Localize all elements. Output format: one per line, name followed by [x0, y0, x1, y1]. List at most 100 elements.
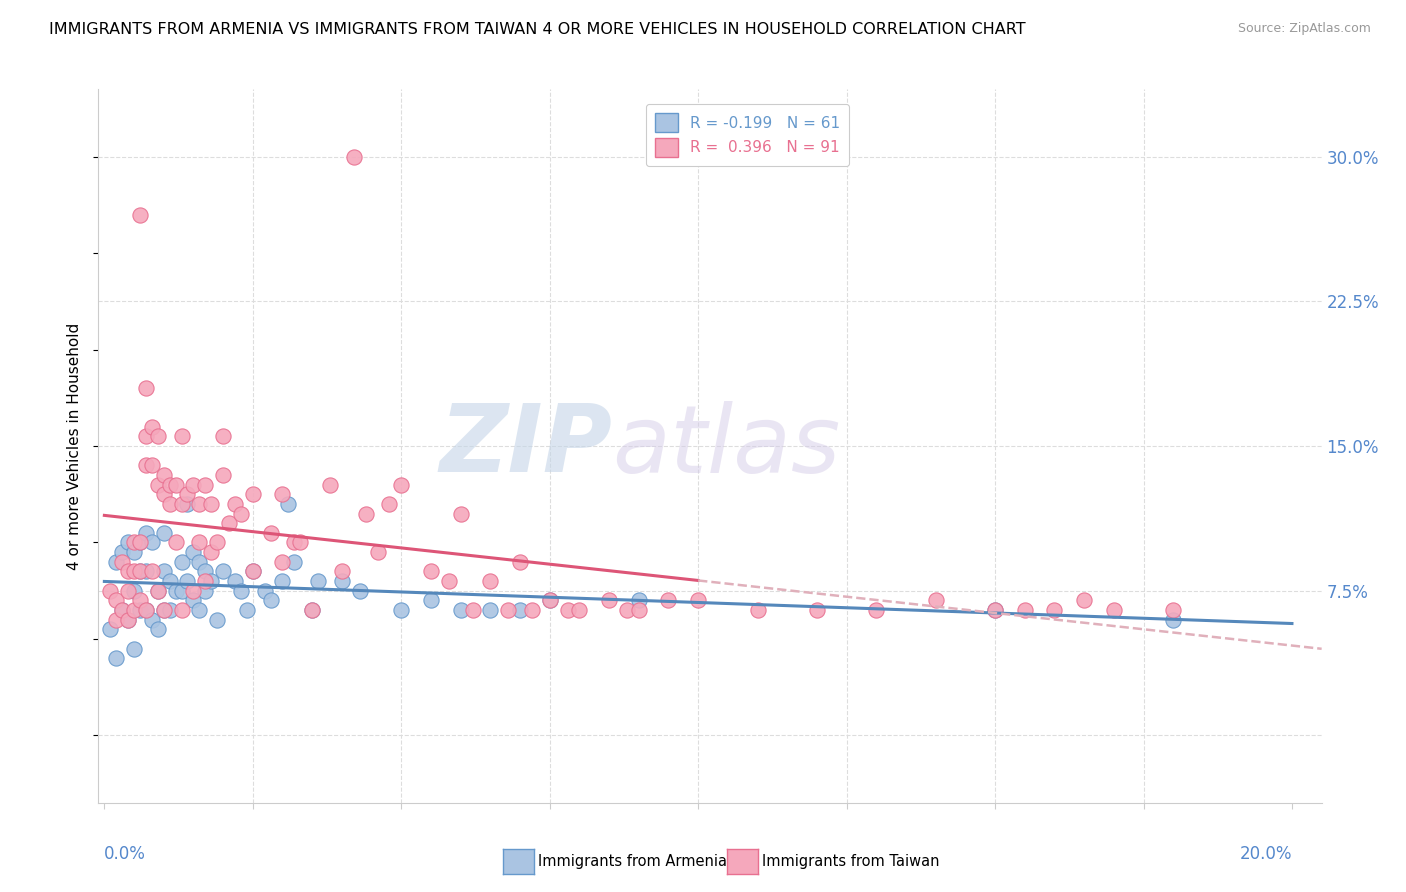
Point	[135, 603, 157, 617]
Text: 0.0%: 0.0%	[104, 846, 146, 863]
Point	[242, 565, 264, 579]
Point	[984, 603, 1007, 617]
Point	[865, 603, 887, 617]
Point	[224, 574, 246, 588]
Point	[212, 565, 235, 579]
Point	[98, 583, 121, 598]
Point	[152, 603, 174, 617]
Point	[437, 574, 460, 588]
Point	[236, 603, 259, 617]
Point	[105, 555, 128, 569]
Text: IMMIGRANTS FROM ARMENIA VS IMMIGRANTS FROM TAIWAN 4 OR MORE VEHICLES IN HOUSEHOL: IMMIGRANTS FROM ARMENIA VS IMMIGRANTS FR…	[49, 22, 1026, 37]
Text: Immigrants from Armenia: Immigrants from Armenia	[538, 855, 727, 869]
Point	[479, 603, 502, 617]
Point	[461, 603, 484, 617]
Point	[301, 603, 323, 617]
Point	[1043, 603, 1066, 617]
Point	[117, 535, 139, 549]
Point	[389, 603, 412, 617]
Point	[152, 565, 174, 579]
Point	[212, 429, 235, 443]
Point	[176, 497, 198, 511]
Point	[183, 545, 205, 559]
Point	[105, 593, 128, 607]
Point	[111, 545, 134, 559]
Point	[146, 429, 169, 443]
Point	[135, 525, 157, 540]
Point	[420, 593, 443, 607]
Point	[520, 603, 543, 617]
Text: atlas: atlas	[612, 401, 841, 491]
Point	[538, 593, 561, 607]
Point	[111, 555, 134, 569]
Point	[378, 497, 401, 511]
Point	[170, 603, 193, 617]
Point	[129, 565, 152, 579]
Point	[205, 535, 228, 549]
Point	[224, 497, 246, 511]
Point	[122, 603, 145, 617]
Point	[301, 603, 323, 617]
Point	[354, 507, 377, 521]
Point	[806, 603, 828, 617]
Point	[170, 583, 193, 598]
Point	[122, 641, 145, 656]
Point	[129, 535, 152, 549]
Point	[319, 477, 342, 491]
Point	[330, 565, 353, 579]
Point	[568, 603, 591, 617]
Point	[283, 555, 305, 569]
Point	[509, 603, 531, 617]
Point	[105, 613, 128, 627]
Point	[242, 565, 264, 579]
Point	[141, 613, 163, 627]
Point	[450, 507, 472, 521]
Point	[271, 487, 294, 501]
Point	[290, 535, 312, 549]
Point	[205, 613, 228, 627]
Point	[229, 507, 252, 521]
Point	[657, 593, 679, 607]
Point	[129, 565, 152, 579]
Point	[194, 583, 217, 598]
Point	[188, 497, 211, 511]
Point	[1161, 613, 1184, 627]
Text: 20.0%: 20.0%	[1240, 846, 1292, 863]
Point	[152, 525, 174, 540]
Point	[259, 593, 281, 607]
Point	[616, 603, 638, 617]
Point	[984, 603, 1007, 617]
Point	[146, 583, 169, 598]
Point	[1161, 603, 1184, 617]
Point	[450, 603, 472, 617]
Point	[627, 603, 650, 617]
Point	[141, 419, 163, 434]
Point	[159, 497, 181, 511]
Point	[1073, 593, 1095, 607]
Text: ZIP: ZIP	[439, 400, 612, 492]
Point	[117, 565, 139, 579]
Point	[146, 477, 169, 491]
Point	[122, 545, 145, 559]
Text: Source: ZipAtlas.com: Source: ZipAtlas.com	[1237, 22, 1371, 36]
Point	[122, 565, 145, 579]
Point	[152, 487, 174, 501]
Point	[159, 574, 181, 588]
Point	[200, 545, 222, 559]
Point	[152, 603, 174, 617]
Y-axis label: 4 or more Vehicles in Household: 4 or more Vehicles in Household	[67, 322, 83, 570]
Legend: R = -0.199   N = 61, R =  0.396   N = 91: R = -0.199 N = 61, R = 0.396 N = 91	[645, 104, 849, 166]
Point	[188, 555, 211, 569]
Point	[188, 535, 211, 549]
Point	[135, 565, 157, 579]
Point	[146, 583, 169, 598]
Point	[343, 150, 366, 164]
Point	[135, 458, 157, 473]
Point	[117, 613, 139, 627]
Point	[229, 583, 252, 598]
Point	[129, 208, 152, 222]
Point	[117, 583, 139, 598]
Point	[479, 574, 502, 588]
Point	[129, 603, 152, 617]
Point	[183, 593, 205, 607]
